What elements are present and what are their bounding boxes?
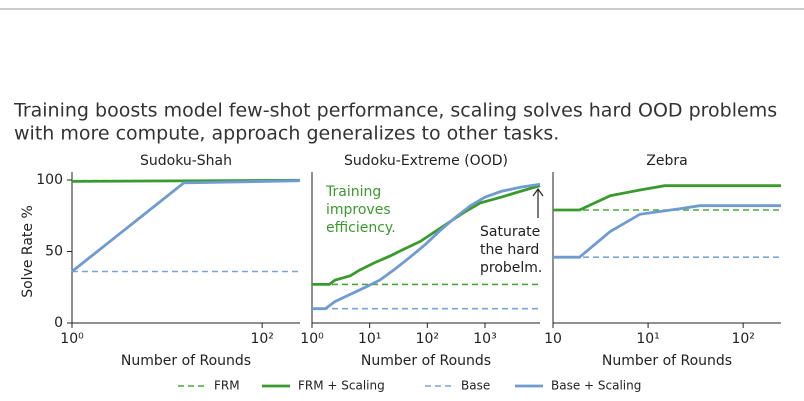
x-tick-label: 10¹: [636, 331, 659, 347]
x-tick-label: 10²: [416, 331, 439, 347]
annotation: improves: [326, 202, 391, 218]
y-tick-label: 0: [54, 315, 63, 331]
annotation: probelm.: [480, 260, 542, 276]
y-tick-label: 50: [45, 244, 63, 260]
legend-label: FRM: [214, 379, 240, 393]
legend-label: Base + Scaling: [551, 379, 641, 393]
x-axis-label: Number of Rounds: [602, 353, 732, 369]
x-axis-label: Number of Rounds: [361, 353, 491, 369]
headline: Training boosts model few-shot performan…: [13, 100, 777, 122]
annotation: Saturate: [480, 224, 540, 240]
x-axis-label: Number of Rounds: [121, 353, 251, 369]
annotation-arrowhead: [532, 187, 544, 197]
x-tick-label: 10³: [473, 331, 496, 347]
legend-label: FRM + Scaling: [298, 379, 385, 393]
panel-title: Zebra: [646, 153, 687, 169]
y-axis-label: Solve Rate %: [20, 205, 36, 298]
series-line: [312, 182, 541, 311]
y-tick-label: 100: [36, 172, 63, 188]
annotation: Training: [325, 184, 381, 200]
legend-label: Base: [461, 379, 490, 393]
x-tick-label: 10: [544, 331, 562, 347]
x-tick-label: 10²: [250, 331, 273, 347]
series-line: [71, 179, 301, 273]
panel-title: Sudoku-Extreme (OOD): [344, 153, 508, 169]
annotation: the hard: [480, 242, 539, 258]
x-tick-label: 10¹: [358, 331, 381, 347]
series-line: [312, 184, 541, 286]
x-tick-label: 10⁰: [300, 331, 324, 347]
x-tick-label: 10⁰: [60, 331, 84, 347]
annotation: efficiency.: [326, 220, 396, 236]
panel-title: Sudoku-Shah: [140, 153, 232, 169]
headline: with more compute, approach generalizes …: [14, 123, 559, 145]
series-line: [553, 204, 781, 259]
x-tick-label: 10²: [731, 331, 754, 347]
series-line: [553, 184, 781, 212]
